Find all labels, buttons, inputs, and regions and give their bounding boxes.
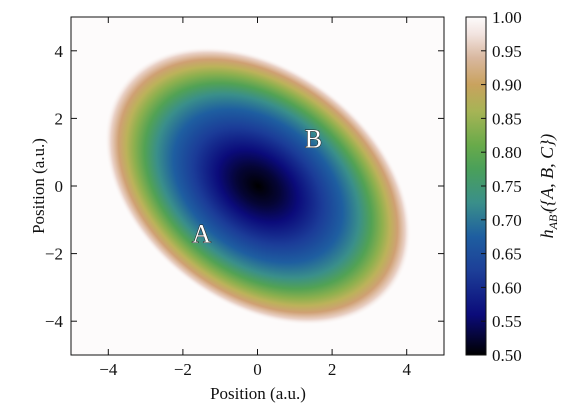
x-tick-label: 4 [402,360,411,379]
colorbar-ticks: 0.50 0.55 0.60 0.65 0.70 0.75 0.80 0.85 0.90 0.95… [481,8,522,365]
annotations: AB [192,124,323,249]
x-axis-ticks: −4 −2 0 2 4 [99,17,411,379]
colorbar-label-rest: ({A, B, C}) [537,134,558,212]
colorbar-label-sub: AB' [546,212,560,231]
x-axis-label: Position (a.u.) [210,384,306,403]
colorbar-tick-label: 0.70 [492,211,522,230]
colorbar-tick-label: 0.55 [492,312,522,331]
x-tick-label: 2 [328,360,337,379]
y-tick-label: 2 [55,109,64,128]
colorbar-tick-label: 0.65 [492,245,522,264]
y-tick-label: −4 [45,312,64,331]
colorbar-label: hAB'({A, B, C}) [537,134,560,239]
colorbar-tick-label: 1.00 [492,8,522,27]
y-tick-label: 4 [55,42,64,61]
point-label-a: A [192,219,211,248]
y-axis-label: Position (a.u.) [29,138,48,234]
colorbar-tick-label: 0.50 [492,346,522,365]
y-tick-label: 0 [55,177,64,196]
x-tick-label: 0 [253,360,262,379]
colorbar-tick-label: 0.95 [492,42,522,61]
y-tick-label: −2 [45,245,63,264]
colorbar-tick-label: 0.60 [492,278,522,297]
colorbar-tick-label: 0.80 [492,143,522,162]
colorbar-tick-label: 0.90 [492,76,522,95]
colorbar-label-main: h [537,229,557,238]
x-tick-label: −4 [99,360,118,379]
heatmap-field [104,46,412,326]
colorbar-tick-label: 0.85 [492,109,522,128]
y-axis-ticks: −4 −2 0 2 4 [45,42,444,331]
heatmap-ellipse [104,46,412,326]
point-label-b: B [305,125,322,154]
x-tick-label: −2 [174,360,192,379]
colorbar-tick-label: 0.75 [492,177,522,196]
